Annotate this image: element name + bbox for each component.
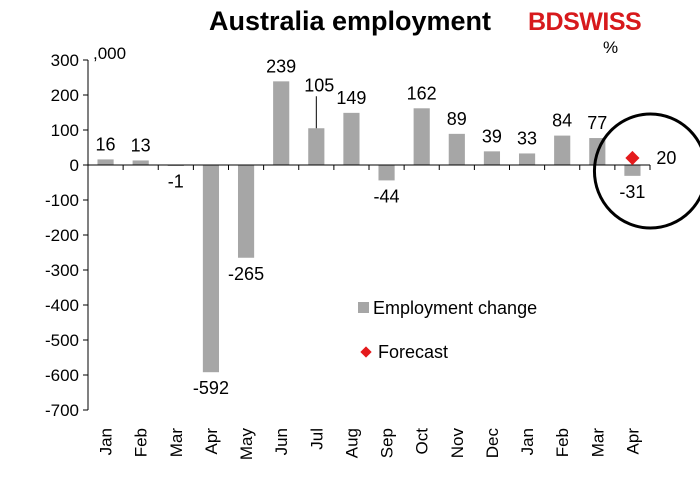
secondary-unit-label: %	[603, 38, 619, 57]
bar	[378, 165, 395, 181]
bar	[554, 135, 571, 165]
data-label: -1	[168, 171, 184, 191]
data-label: 13	[131, 135, 151, 155]
brand-logo-bd: BD	[528, 8, 564, 36]
data-label: 84	[552, 111, 572, 131]
x-tick-label: Dec	[483, 428, 502, 459]
x-tick-label: Mar	[588, 428, 607, 458]
bar	[413, 108, 430, 165]
bar	[237, 165, 255, 258]
y-tick-label: -700	[45, 401, 79, 420]
data-label: 89	[447, 109, 467, 129]
x-tick-label: Apr	[623, 428, 642, 455]
y-tick-label: -500	[45, 331, 79, 350]
y-unit-label: ,000	[93, 44, 127, 63]
data-label: 149	[336, 88, 366, 108]
bar	[97, 159, 114, 165]
y-tick-label: -400	[45, 296, 79, 315]
x-tick-label: Feb	[132, 428, 151, 457]
bar	[448, 133, 465, 165]
data-label: 16	[96, 134, 116, 154]
bar	[624, 165, 641, 176]
x-tick-label: Jan	[97, 428, 116, 455]
bar	[343, 112, 360, 165]
bar	[483, 151, 501, 165]
data-label: -44	[374, 186, 400, 206]
y-tick-label: -600	[45, 366, 79, 385]
y-tick-label: 100	[51, 121, 79, 140]
data-label: 77	[587, 113, 607, 133]
x-tick-label: Jun	[272, 428, 291, 455]
legend-swatch-bar	[358, 302, 369, 313]
bar	[308, 128, 325, 165]
bar	[132, 160, 149, 165]
data-label: 39	[482, 126, 502, 146]
x-tick-label: Jul	[307, 428, 326, 450]
data-label: -265	[228, 264, 264, 284]
brand-logo: BDSWISS	[528, 8, 642, 37]
data-label: -31	[619, 182, 645, 202]
legend-marker-diamond	[360, 346, 372, 358]
x-tick-label: Oct	[413, 428, 432, 455]
highlight-circle	[592, 112, 700, 230]
x-tick-label: Nov	[448, 428, 467, 459]
data-label: 162	[407, 83, 437, 103]
data-label: 239	[266, 56, 296, 76]
x-tick-label: Apr	[202, 428, 221, 455]
x-tick-label: Sep	[378, 428, 397, 458]
legend-label-employment: Employment change	[373, 298, 538, 318]
data-label: 105	[304, 75, 334, 95]
x-tick-label: Jan	[518, 428, 537, 455]
y-tick-label: 300	[51, 51, 79, 70]
legend-item-forecast: Forecast	[358, 342, 448, 363]
chart-title: Australia employment	[208, 6, 492, 36]
brand-logo-swiss: SWISS	[563, 8, 642, 36]
data-label: 33	[517, 128, 537, 148]
bar	[518, 153, 536, 165]
x-tick-label: Mar	[167, 428, 186, 458]
y-tick-label: -300	[45, 261, 79, 280]
forecast-label: 20	[656, 148, 676, 168]
y-tick-label: 200	[51, 86, 79, 105]
bar	[273, 81, 290, 165]
data-label: -592	[193, 378, 229, 398]
legend-label-forecast: Forecast	[378, 342, 449, 362]
x-tick-label: Aug	[342, 428, 361, 458]
bar	[202, 165, 220, 373]
x-tick-label: Feb	[553, 428, 572, 457]
y-tick-label: -100	[45, 191, 79, 210]
y-tick-label: -200	[45, 226, 79, 245]
x-tick-label: May	[237, 428, 256, 461]
y-tick-label: 0	[70, 156, 79, 175]
forecast-marker	[625, 150, 640, 166]
legend-item-employment: Employment change	[358, 298, 537, 319]
